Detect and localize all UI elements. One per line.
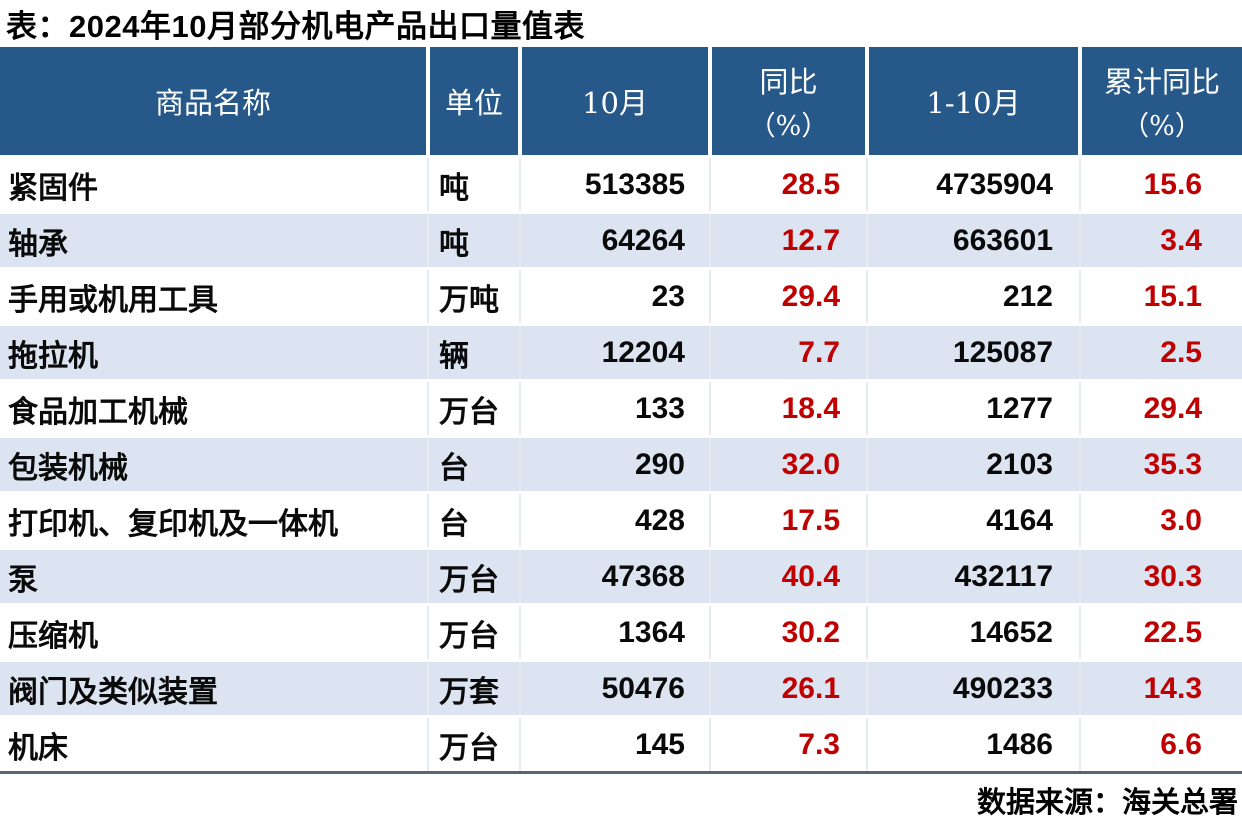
jan-oct-value-cell: 432117: [866, 548, 1080, 605]
page-title: 表：2024年10月部分机电产品出口量值表: [6, 9, 585, 45]
cumulative-yoy-percent-cell: 2.5: [1079, 324, 1242, 381]
table-row: 泵 万台 47368 40.4 432117 30.3: [0, 548, 1242, 605]
table-row: 紧固件 吨 513385 28.5 4735904 15.6: [0, 156, 1242, 213]
jan-oct-value-cell: 1486: [866, 716, 1080, 773]
unit-cell: 万吨: [427, 268, 520, 325]
october-value-cell: 50476: [519, 660, 710, 717]
jan-oct-value-cell: 125087: [866, 324, 1080, 381]
october-value-cell: 428: [519, 492, 710, 549]
header-label-unit: （%）: [1122, 111, 1202, 143]
jan-oct-value-cell: 14652: [866, 604, 1080, 661]
product-name-cell: 打印机、复印机及一体机: [8, 507, 338, 541]
table-row: 拖拉机 辆 12204 7.7 125087 2.5: [0, 324, 1242, 381]
october-value-cell: 47368: [519, 548, 710, 605]
header-unit: 单位: [426, 47, 520, 157]
cumulative-yoy-percent-cell: 30.3: [1079, 548, 1242, 605]
cumulative-yoy-percent-cell: 35.3: [1079, 436, 1242, 493]
cumulative-yoy-percent-cell: 6.6: [1079, 716, 1242, 773]
header-label: 单位: [444, 86, 503, 121]
header-cumulative-yoy: 累计同比 （%）: [1078, 47, 1242, 157]
yoy-percent-cell: 30.2: [709, 604, 867, 661]
unit-cell: 吨: [427, 156, 520, 213]
header-label: 1-10月: [926, 86, 1021, 121]
header-label: 累计同比: [1103, 65, 1220, 100]
yoy-percent-cell: 7.7: [709, 324, 867, 381]
product-name-cell: 食品加工机械: [8, 395, 188, 429]
table-row: 打印机、复印机及一体机 台 428 17.5 4164 3.0: [0, 492, 1242, 549]
header-product-name: 商品名称: [0, 47, 428, 157]
jan-oct-value-cell: 663601: [866, 212, 1080, 269]
jan-oct-value-cell: 4735904: [866, 156, 1080, 213]
jan-oct-value-cell: 4164: [866, 492, 1080, 549]
cumulative-yoy-percent-cell: 14.3: [1079, 660, 1242, 717]
unit-cell: 万台: [427, 604, 520, 661]
yoy-percent-cell: 26.1: [709, 660, 867, 717]
header-label: 同比: [759, 65, 818, 100]
cumulative-yoy-percent-cell: 22.5: [1079, 604, 1242, 661]
yoy-percent-cell: 12.7: [709, 212, 867, 269]
unit-cell: 台: [427, 492, 520, 549]
yoy-percent-cell: 40.4: [709, 548, 867, 605]
october-value-cell: 290: [519, 436, 710, 493]
product-name-cell: 泵: [8, 563, 38, 597]
october-value-cell: 64264: [519, 212, 710, 269]
yoy-percent-cell: 29.4: [709, 268, 867, 325]
product-name-cell: 阀门及类似装置: [8, 675, 218, 709]
jan-oct-value-cell: 1277: [866, 380, 1080, 437]
product-name-cell: 手用或机用工具: [8, 283, 218, 317]
unit-cell: 万台: [427, 716, 520, 773]
table-row: 轴承 吨 64264 12.7 663601 3.4: [0, 212, 1242, 269]
jan-oct-value-cell: 212: [866, 268, 1080, 325]
cumulative-yoy-percent-cell: 15.1: [1079, 268, 1242, 325]
header-label-unit: （%）: [748, 111, 829, 143]
product-name-cell: 压缩机: [8, 619, 98, 653]
october-value-cell: 12204: [519, 324, 710, 381]
export-table: 商品名称 单位 10月 同比 （%） 1-10月 累计同比 （%）: [0, 47, 1242, 775]
october-value-cell: 145: [519, 716, 710, 773]
cumulative-yoy-percent-cell: 15.6: [1079, 156, 1242, 213]
table-body: 紧固件 吨 513385 28.5 4735904 15.6 轴承 吨 6426…: [0, 156, 1242, 773]
unit-cell: 万台: [427, 548, 520, 605]
header-yoy: 同比 （%）: [708, 47, 867, 157]
header-label: 10月: [582, 86, 648, 121]
product-name-cell: 轴承: [8, 227, 68, 261]
cumulative-yoy-percent-cell: 3.0: [1079, 492, 1242, 549]
table-row: 手用或机用工具 万吨 23 29.4 212 15.1: [0, 268, 1242, 325]
unit-cell: 万台: [427, 380, 520, 437]
jan-oct-value-cell: 2103: [866, 436, 1080, 493]
yoy-percent-cell: 7.3: [709, 716, 867, 773]
unit-cell: 台: [427, 436, 520, 493]
october-value-cell: 23: [519, 268, 710, 325]
cumulative-yoy-percent-cell: 3.4: [1079, 212, 1242, 269]
product-name-cell: 包装机械: [8, 451, 128, 485]
unit-cell: 辆: [427, 324, 520, 381]
yoy-percent-cell: 18.4: [709, 380, 867, 437]
unit-cell: 万套: [427, 660, 520, 717]
data-source: 数据来源：海关总署: [976, 786, 1238, 819]
header-row: 商品名称 单位 10月 同比 （%） 1-10月 累计同比 （%）: [0, 47, 1242, 157]
header-jan-oct: 1-10月: [865, 47, 1080, 157]
header-october: 10月: [518, 47, 710, 157]
october-value-cell: 513385: [519, 156, 710, 213]
table-row: 压缩机 万台 1364 30.2 14652 22.5: [0, 604, 1242, 661]
yoy-percent-cell: 17.5: [709, 492, 867, 549]
october-value-cell: 1364: [519, 604, 710, 661]
table-row: 机床 万台 145 7.3 1486 6.6: [0, 716, 1242, 773]
table-header: 商品名称 单位 10月 同比 （%） 1-10月 累计同比 （%）: [0, 47, 1242, 157]
table-row: 食品加工机械 万台 133 18.4 1277 29.4: [0, 380, 1242, 437]
table-row: 阀门及类似装置 万套 50476 26.1 490233 14.3: [0, 660, 1242, 717]
cumulative-yoy-percent-cell: 29.4: [1079, 380, 1242, 437]
unit-cell: 吨: [427, 212, 520, 269]
yoy-percent-cell: 32.0: [709, 436, 867, 493]
table-row: 包装机械 台 290 32.0 2103 35.3: [0, 436, 1242, 493]
product-name-cell: 拖拉机: [8, 339, 98, 373]
product-name-cell: 紧固件: [8, 171, 98, 205]
jan-oct-value-cell: 490233: [866, 660, 1080, 717]
product-name-cell: 机床: [8, 731, 68, 765]
header-label: 商品名称: [154, 86, 271, 121]
yoy-percent-cell: 28.5: [709, 156, 867, 213]
october-value-cell: 133: [519, 380, 710, 437]
